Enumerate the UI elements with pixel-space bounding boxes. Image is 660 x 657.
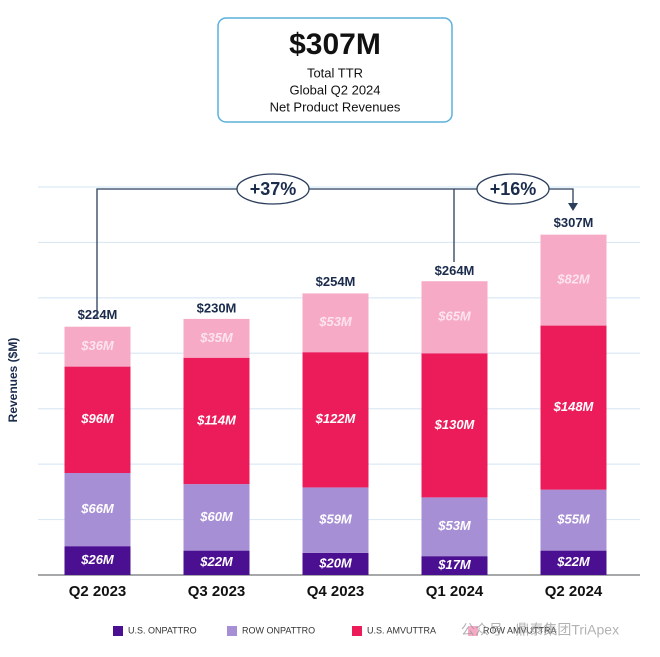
legend-label: U.S. AMVUTTRA <box>367 625 436 635</box>
value-label: $114M <box>196 412 237 427</box>
bar-segment <box>183 357 250 485</box>
bar-segment <box>540 550 607 575</box>
bar-segment <box>421 353 488 498</box>
chart-title: $307M <box>289 28 381 61</box>
total-label: $230M <box>197 300 237 315</box>
legend-swatch <box>468 626 478 636</box>
legend-label: U.S. ONPATTRO <box>128 625 197 635</box>
bar-segment <box>540 489 607 551</box>
y-axis-label: Revenues ($M) <box>6 338 20 423</box>
annotation-oval <box>236 173 310 205</box>
annotation: +37% <box>250 179 297 199</box>
title-box <box>217 17 453 123</box>
value-label: $35M <box>199 330 234 345</box>
total-label: $307M <box>554 215 594 230</box>
value-label: $26M <box>80 552 115 567</box>
value-label: $96M <box>80 411 115 426</box>
legend-swatch <box>227 626 237 636</box>
bar-segment <box>540 234 607 326</box>
bracket <box>96 188 574 318</box>
watermark: 公众号 · 鼎泰集团TriApex <box>461 622 619 638</box>
bar-segment <box>302 352 369 488</box>
x-tick-label: Q1 2024 <box>426 583 484 600</box>
value-label: $130M <box>434 417 476 432</box>
value-label: $36M <box>80 338 115 353</box>
bar-segment <box>183 318 250 358</box>
bar-segment <box>421 556 488 575</box>
value-label: $82M <box>556 272 591 287</box>
bar-segment <box>183 550 250 575</box>
bar-segment <box>302 487 369 553</box>
bar-segment <box>64 473 131 547</box>
value-label: $53M <box>437 518 472 533</box>
bar-segment <box>64 326 131 367</box>
legend-swatch <box>113 626 123 636</box>
annotation-oval <box>476 173 550 205</box>
total-label: $264M <box>435 263 475 278</box>
legend-swatch <box>352 626 362 636</box>
value-label: $17M <box>437 557 472 572</box>
bar-segment <box>64 546 131 575</box>
value-label: $22M <box>556 554 591 569</box>
annotation: +16% <box>490 179 537 199</box>
x-tick-label: Q2 2024 <box>545 583 603 600</box>
total-label: $254M <box>316 274 356 289</box>
x-tick-label: Q3 2023 <box>188 583 246 600</box>
value-label: $60M <box>199 509 234 524</box>
bar-segment <box>183 484 250 551</box>
bar-segment <box>302 293 369 353</box>
subtitle: Total TTR <box>307 65 363 80</box>
value-label: $122M <box>315 411 357 426</box>
value-label: $55M <box>556 512 591 527</box>
value-label: $53M <box>318 314 353 329</box>
x-tick-label: Q4 2023 <box>307 583 365 600</box>
bar-segment <box>421 497 488 557</box>
legend-label: ROW ONPATTRO <box>242 625 315 635</box>
value-label: $20M <box>318 555 353 570</box>
legend: U.S. ONPATTRO ROW ONPATTRO U.S. AMVUTTRA RO… <box>113 625 557 636</box>
x-tick-label: Q2 2023 <box>69 583 127 600</box>
value-label: $148M <box>553 399 595 414</box>
value-label: $59M <box>318 512 353 527</box>
bar-segment <box>302 552 369 575</box>
arrow-head <box>568 203 578 211</box>
bar-segment <box>421 281 488 354</box>
bar-segment <box>64 366 131 474</box>
value-label: $65M <box>437 309 472 324</box>
value-label: $66M <box>80 501 115 516</box>
subtitle: Net Product Revenues <box>270 99 401 114</box>
bar-segment <box>540 325 607 490</box>
legend-label: ROW AMVUTTRA <box>483 625 557 635</box>
value-label: $22M <box>199 554 234 569</box>
subtitle: Global Q2 2024 <box>289 82 380 97</box>
